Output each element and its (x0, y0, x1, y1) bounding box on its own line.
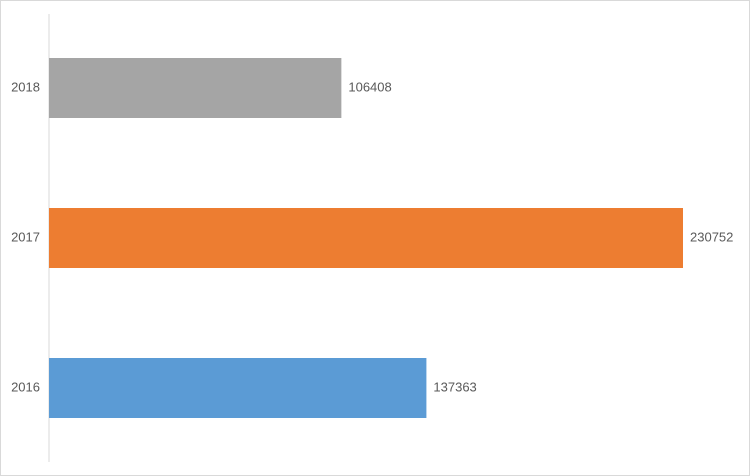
bar (49, 58, 342, 118)
y-tick-label: 2017 (11, 229, 40, 244)
data-label: 106408 (348, 79, 391, 94)
data-label: 230752 (690, 229, 733, 244)
bar (49, 208, 683, 268)
bar (49, 358, 427, 418)
y-tick-label: 2018 (11, 79, 40, 94)
y-tick-label: 2016 (11, 379, 40, 394)
data-label: 137363 (433, 379, 476, 394)
